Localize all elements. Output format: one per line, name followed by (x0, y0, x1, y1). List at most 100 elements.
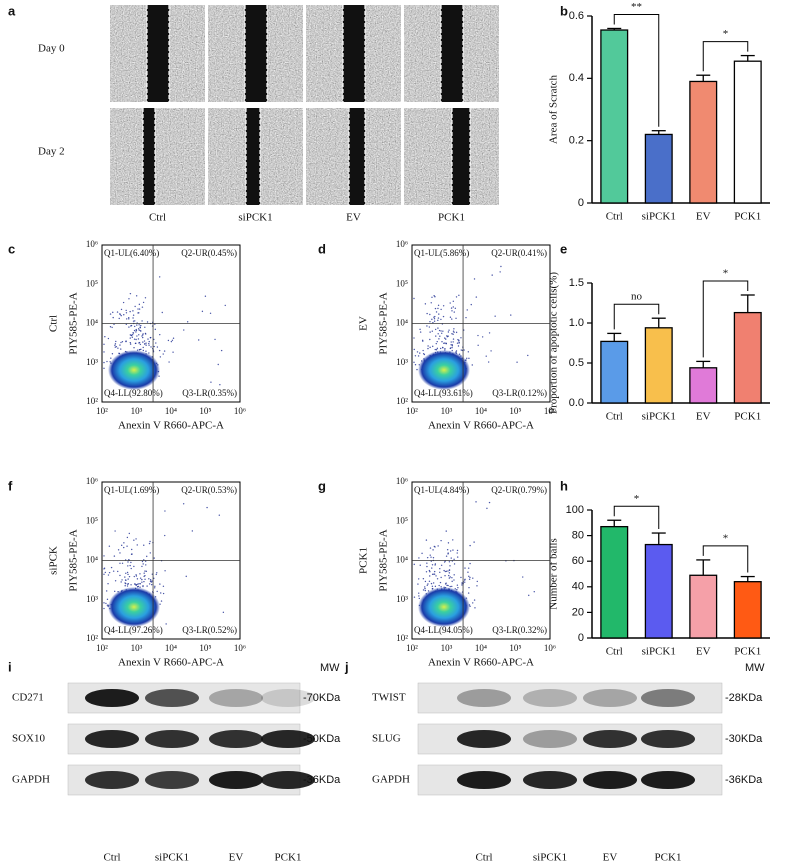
event-dot (426, 562, 428, 564)
event-dot (419, 328, 421, 331)
event-dot (143, 343, 146, 345)
error-bar (740, 54, 755, 62)
event-dot (440, 539, 442, 542)
event-dot (429, 321, 431, 323)
protein-label: TWIST (372, 692, 406, 704)
panel-label: b (560, 3, 568, 18)
event-dot (127, 565, 129, 567)
y-tick-label: 10⁴ (86, 318, 98, 328)
event-dot (154, 328, 156, 331)
event-dot (453, 331, 455, 334)
event-dot (106, 598, 109, 601)
event-dot (105, 590, 108, 592)
row-label: Day 2 (38, 146, 65, 158)
event-dot (444, 342, 446, 344)
event-dot (139, 583, 142, 585)
event-dot (449, 576, 451, 578)
y-tick-label: 10⁵ (396, 515, 408, 525)
x-tick-label: siPCK1 (642, 646, 676, 658)
event-dot (120, 341, 122, 344)
event-dot (451, 585, 453, 588)
event-dot (114, 590, 116, 593)
row-label: Day 0 (38, 43, 65, 55)
lane-label: EV (603, 852, 618, 864)
event-dot (111, 353, 114, 355)
event-dot (114, 346, 116, 348)
event-dot (124, 582, 126, 584)
event-dot (452, 300, 455, 302)
event-dot (162, 585, 165, 588)
event-dot (467, 351, 470, 353)
bar (733, 311, 762, 404)
event-dot (154, 585, 156, 588)
event-dot (475, 296, 478, 298)
event-dot (429, 554, 431, 556)
event-dot (451, 346, 453, 349)
y-tick-label: 60 (572, 555, 584, 567)
x-tick-label: 10³ (131, 643, 143, 653)
event-dot (116, 311, 119, 313)
x-tick-label: Ctrl (606, 646, 623, 658)
event-dot (159, 333, 161, 336)
event-dot (455, 317, 457, 320)
event-dot (135, 575, 138, 577)
event-dot (434, 564, 436, 566)
event-dot (439, 347, 442, 350)
event-dot (103, 361, 105, 364)
event-dot (426, 584, 428, 586)
event-dot (149, 337, 152, 339)
event-dot (123, 542, 125, 544)
event-dot (440, 308, 442, 311)
event-dot (115, 345, 118, 348)
x-axis-label: Anexin V R660-APC-A (118, 420, 224, 432)
event-dot (138, 341, 141, 344)
event-dot (109, 313, 112, 315)
event-dot (127, 561, 129, 563)
event-dot (117, 570, 119, 573)
event-dot (137, 308, 139, 310)
event-dot (456, 556, 459, 558)
event-dot (114, 343, 117, 345)
event-dot (222, 611, 225, 614)
event-dot (469, 576, 471, 579)
event-dot (449, 347, 452, 350)
event-dot (461, 582, 463, 584)
lane-label: siPCK1 (533, 852, 567, 864)
blot-band (523, 771, 577, 789)
error-bar (696, 74, 711, 82)
event-dot (436, 340, 438, 343)
event-dot (132, 317, 134, 319)
density-cloud (108, 350, 160, 390)
event-dot (452, 306, 454, 308)
x-tick-label: 10⁶ (234, 406, 246, 416)
event-dot (142, 301, 145, 304)
event-dot (458, 294, 460, 297)
x-tick-label: 10⁴ (165, 643, 177, 653)
event-dot (129, 341, 132, 344)
event-dot (135, 295, 138, 297)
significance-label: * (723, 28, 729, 40)
event-dot (458, 342, 460, 344)
event-dot (443, 561, 446, 563)
event-dot (416, 351, 419, 353)
event-dot (136, 586, 139, 588)
event-dot (134, 320, 136, 322)
event-dot (466, 357, 468, 359)
significance-label: * (723, 532, 729, 544)
event-dot (142, 336, 144, 339)
event-dot (155, 342, 157, 344)
event-dot (440, 564, 443, 567)
x-tick-label: EV (696, 646, 711, 658)
event-dot (141, 560, 144, 563)
event-dot (130, 584, 132, 586)
event-dot (167, 339, 170, 342)
wound (452, 108, 470, 205)
event-dot (153, 557, 155, 559)
event-dot (125, 579, 127, 581)
blot-band (523, 730, 577, 748)
event-dot (451, 310, 453, 312)
event-dot (149, 579, 152, 581)
event-dot (126, 536, 129, 539)
event-dot (122, 301, 125, 304)
